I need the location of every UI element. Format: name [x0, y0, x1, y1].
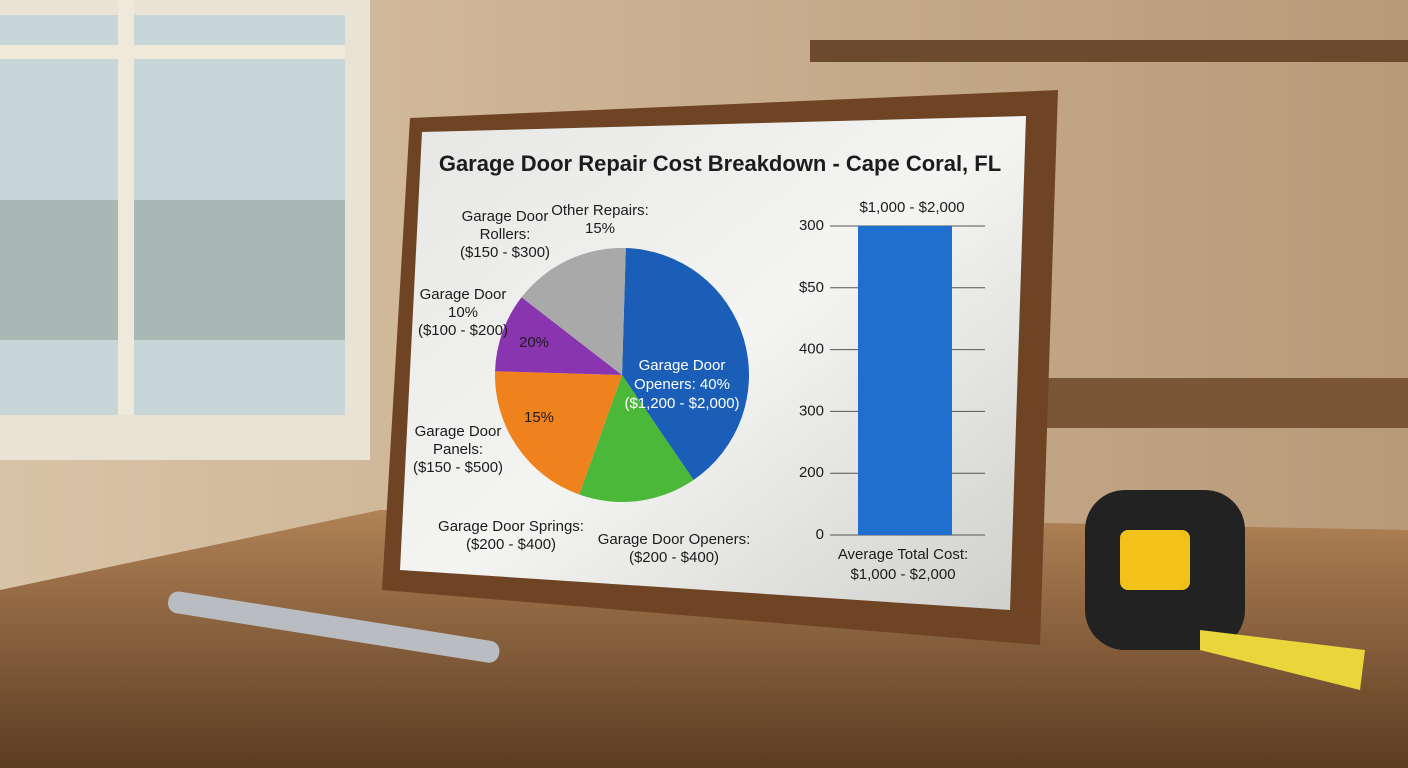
bar-title: $1,000 - $2,000 — [859, 199, 964, 216]
shelf — [810, 40, 1408, 62]
workbench — [1045, 378, 1408, 428]
annotation: ($200 - $400) — [466, 536, 556, 553]
annotation: Garage Door — [462, 208, 549, 225]
y-tick-label: 400 — [799, 341, 824, 358]
annotation: ($200 - $400) — [629, 549, 719, 566]
annotation: 15% — [585, 220, 615, 237]
annotation: Rollers: — [480, 226, 531, 243]
pie-slice — [622, 248, 749, 480]
x-axis-label: Average Total Cost: — [838, 546, 968, 563]
pie-slice — [579, 375, 694, 502]
window-mullion — [0, 45, 345, 59]
annotation: Garage Door Springs: — [438, 518, 584, 535]
window-building — [0, 200, 345, 340]
y-tick-label: 200 — [799, 464, 824, 481]
annotation: Garage Door — [415, 423, 502, 440]
annotation: Other Repairs: — [551, 202, 649, 219]
annotation: ($150 - $500) — [413, 459, 503, 476]
annotation: ($150 - $300) — [460, 244, 550, 261]
annotation: Garage Door — [420, 286, 507, 303]
pie-slice — [495, 371, 622, 495]
chart-title: Garage Door Repair Cost Breakdown - Cape… — [439, 151, 1001, 176]
tape-measure — [1085, 490, 1365, 690]
y-tick-label: 300 — [799, 402, 824, 419]
annotation: Garage Door Openers: — [598, 531, 751, 548]
y-tick-label: 300 — [799, 217, 824, 234]
bar — [858, 226, 952, 535]
pie-slice — [495, 297, 622, 375]
slice-label: 20% — [519, 334, 549, 351]
slice-label: Garage Door — [639, 357, 726, 374]
annotation: Panels: — [433, 441, 483, 458]
y-tick-label: 0 — [816, 526, 824, 543]
pie-slice — [521, 248, 626, 375]
window-mullion — [118, 0, 134, 415]
wrench — [167, 591, 500, 663]
annotation: ($100 - $200) — [418, 322, 508, 339]
annotation: 10% — [448, 304, 478, 321]
table — [0, 510, 1408, 768]
slice-label: Openers: 40% — [634, 376, 730, 393]
slice-label: 15% — [524, 409, 554, 426]
x-axis-label: $1,000 - $2,000 — [850, 566, 955, 583]
slice-label: ($1,200 - $2,000) — [624, 395, 739, 412]
y-tick-label: $50 — [799, 279, 824, 296]
